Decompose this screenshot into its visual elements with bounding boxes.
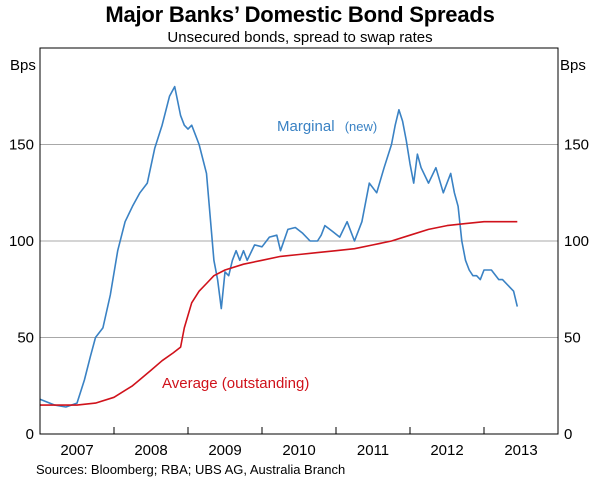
x-tick-label-2008: 2008	[134, 442, 167, 459]
x-axis-labels: 2007 2008 2009 2010 2011 2012 2013	[60, 442, 537, 459]
y-axis-left-labels: 0 50 100 150	[9, 137, 34, 444]
marginal-label: Marginal (new)	[277, 118, 377, 135]
x-tick-label-2011: 2011	[357, 442, 389, 459]
marginal-label-suffix: (new)	[345, 119, 378, 134]
source-note: Sources: Bloomberg; RBA; UBS AG, Austral…	[36, 462, 346, 477]
y-axis-left-unit: Bps	[10, 57, 36, 74]
x-axis-ticks	[113, 427, 485, 434]
chart-subtitle: Unsecured bonds, spread to swap rates	[167, 29, 433, 46]
series-line-marginal	[39, 85, 519, 408]
y-tick-label-left-50: 50	[17, 330, 34, 347]
y-tick-label-right-50: 50	[564, 330, 581, 347]
x-tick-label-2012: 2012	[430, 442, 463, 459]
y-axis-right-unit: Bps	[560, 57, 586, 74]
y-tick-label-left-100: 100	[9, 233, 34, 250]
plot-frame	[39, 47, 559, 435]
y-axis-right-labels: 0 50 100 150	[564, 137, 589, 444]
gridlines	[40, 144, 558, 338]
y-tick-label-right-100: 100	[564, 233, 589, 250]
average-label: Average (outstanding)	[162, 375, 309, 392]
chart-title: Major Banks’ Domestic Bond Spreads	[105, 2, 495, 27]
marginal-label-name: Marginal	[277, 118, 335, 135]
x-tick-label-2013: 2013	[504, 442, 537, 459]
x-tick-label-2010: 2010	[282, 442, 315, 459]
x-tick-label-2007: 2007	[60, 442, 93, 459]
series-line-average	[40, 220, 518, 406]
y-tick-label-left-150: 150	[9, 137, 34, 154]
y-tick-label-left-0: 0	[26, 426, 34, 443]
x-tick-label-2009: 2009	[208, 442, 241, 459]
y-tick-label-right-0: 0	[564, 426, 572, 443]
y-tick-label-right-150: 150	[564, 137, 589, 154]
series-lines	[39, 85, 519, 408]
